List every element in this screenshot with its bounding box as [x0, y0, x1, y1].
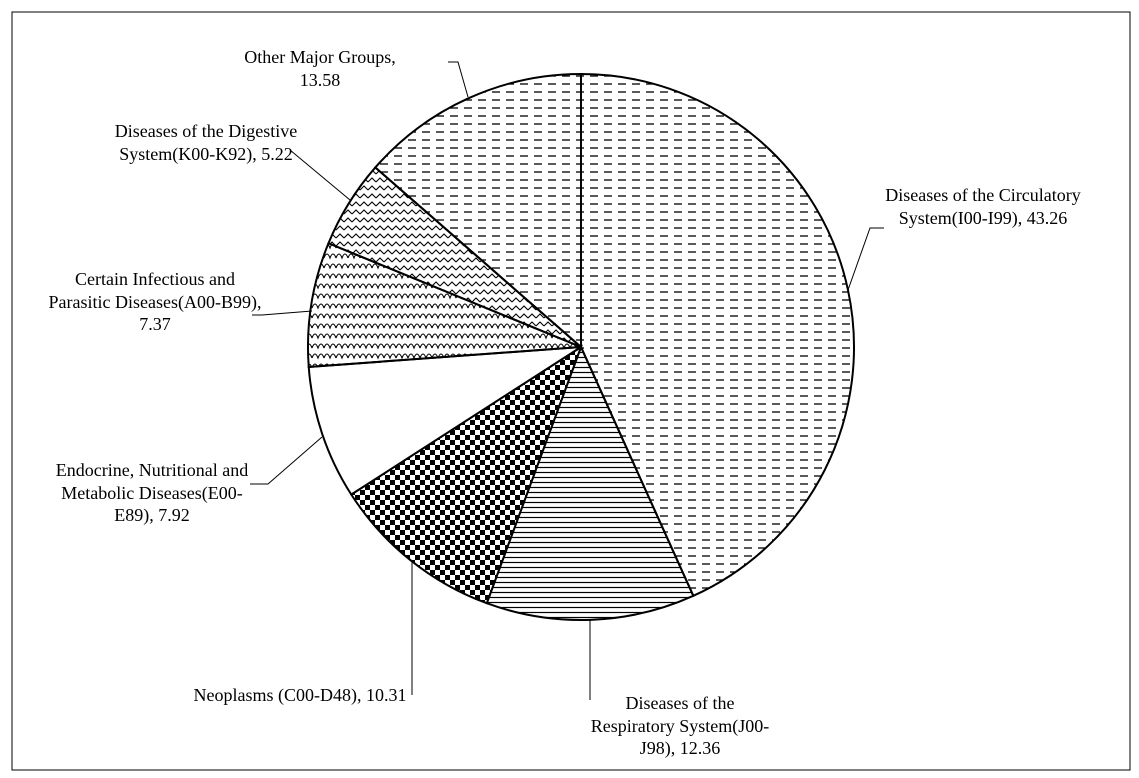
leader-line	[250, 436, 323, 485]
leader-line	[289, 149, 351, 201]
pie-slice	[307, 346, 582, 496]
value-label: 10.31	[365, 685, 407, 705]
slice-label: Diseases of the Circulatory System(I00-I…	[885, 185, 1081, 228]
pie-slice	[349, 344, 583, 605]
leader-line	[252, 310, 313, 316]
category-label: Diseases of the Digestive System(K00-K92…	[114, 121, 298, 164]
category-label: Endocrine, Nutritional and Metabolic Dis…	[55, 460, 249, 525]
slice-label: Diseases of the Respiratory System(J00-J…	[590, 693, 770, 758]
leader-line	[847, 227, 884, 291]
category-label: Diseases of the Circulatory System(I00-I…	[885, 185, 1081, 228]
value-label: 5.22	[261, 143, 293, 164]
slice-label: Endocrine, Nutritional and Metabolic Dis…	[55, 460, 249, 525]
slice-label: Other Major Groups, 13.58	[244, 47, 396, 90]
pie-slice	[307, 241, 582, 369]
pie-slice	[373, 72, 582, 350]
leader-line	[448, 61, 469, 98]
category-label: Diseases of the Respiratory System(J00-J…	[590, 693, 770, 758]
frame	[11, 11, 1131, 771]
category-label: Other Major Groups	[244, 47, 392, 67]
slice-label: Neoplasms (C00-D48), 10.31	[193, 685, 407, 705]
value-label: 13.58	[299, 69, 341, 90]
value-label: 7.37	[139, 314, 171, 334]
value-label: 12.36	[679, 738, 721, 758]
category-label: Certain Infectious and Parasitic Disease…	[48, 269, 257, 312]
value-label: 43.26	[1026, 207, 1068, 228]
slice-label: Diseases of the Digestive System(K00-K92…	[114, 121, 298, 164]
slice-label: Certain Infectious and Parasitic Disease…	[48, 269, 262, 334]
category-label: Neoplasms (C00-D48)	[193, 685, 357, 705]
pie-slice	[485, 344, 695, 621]
value-label: 7.92	[158, 505, 190, 525]
